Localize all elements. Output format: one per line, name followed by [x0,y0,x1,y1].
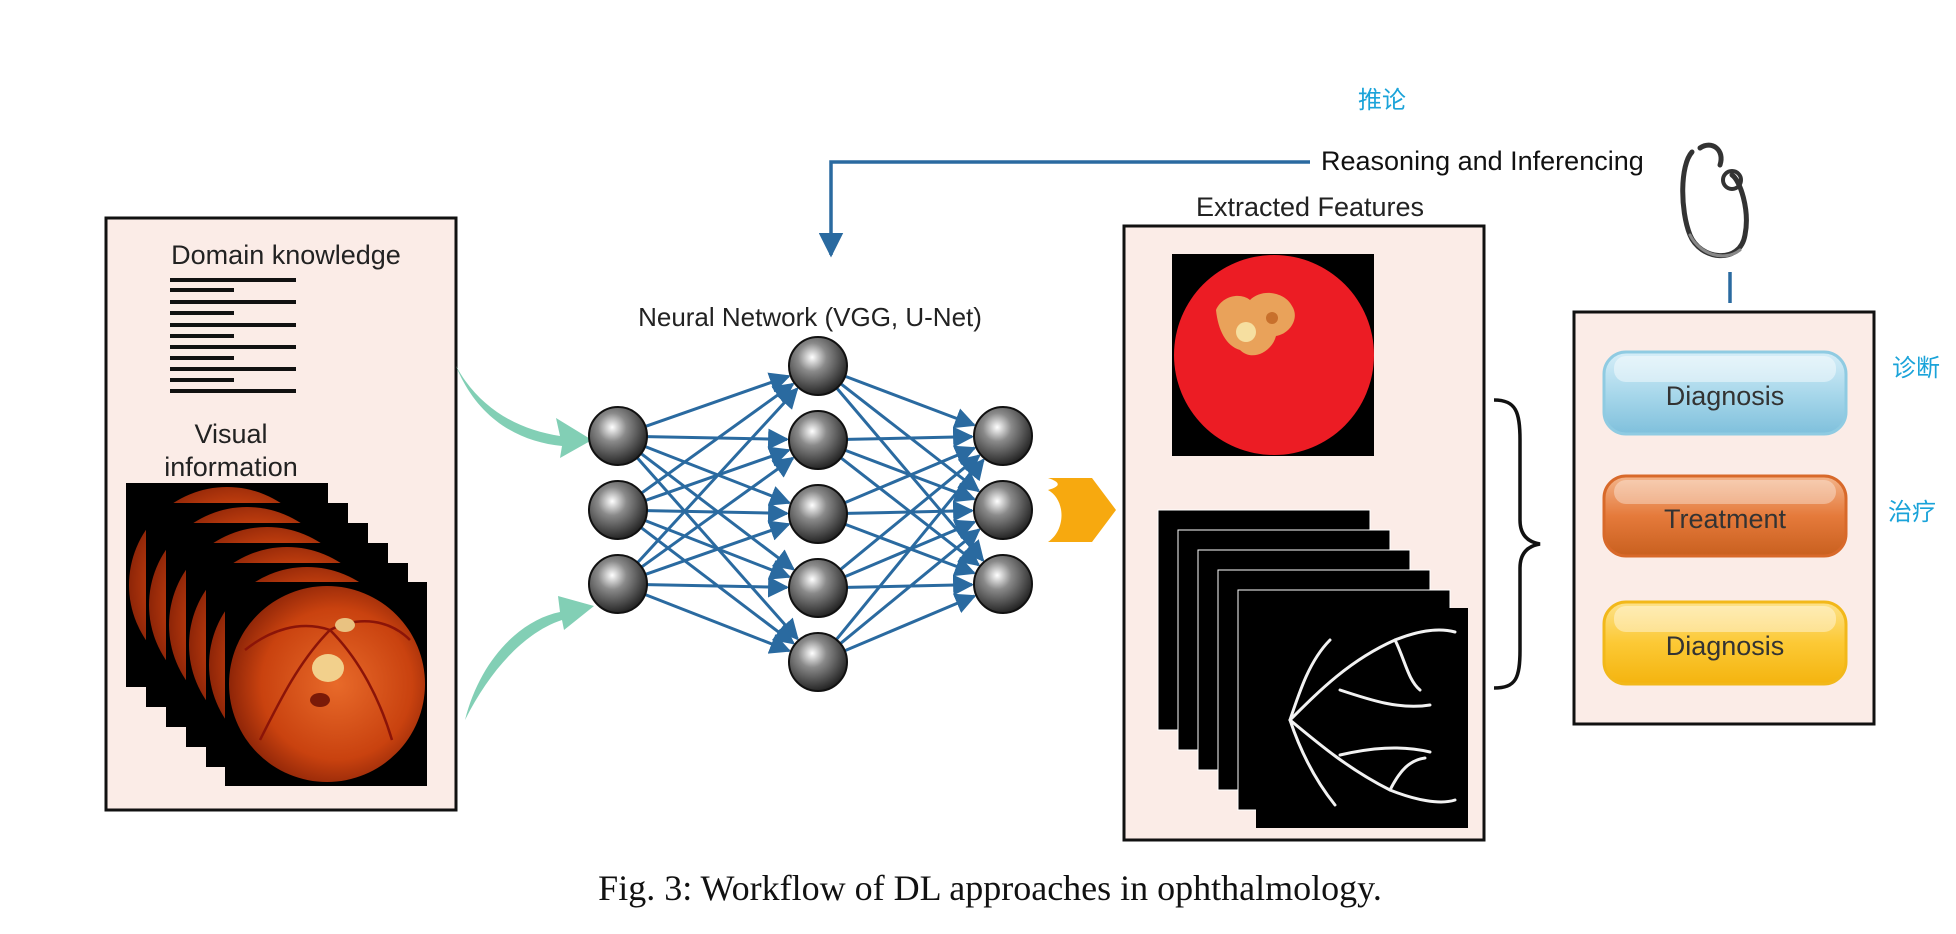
network-edge [644,520,791,576]
domain-knowledge-title: Domain knowledge [171,240,401,270]
fundus-image-stack [126,483,427,786]
outcome-diagnosis-button-2[interactable]: Diagnosis [1602,600,1848,686]
outcome-annotation-diagnosis-cn: 诊断 [1892,355,1940,382]
vessel-segmentation-stack [1157,509,1468,828]
network-node [973,554,1033,614]
network-edge [839,528,981,645]
network-edge [844,593,977,653]
outcome-diagnosis-button[interactable]: Diagnosis [1602,350,1848,436]
fundus-image-front [225,582,427,786]
network-edge [844,445,977,505]
network-edge [846,426,975,448]
network-nodes [588,336,1033,692]
network-edge [646,576,790,598]
outcome-treatment-button[interactable]: Treatment [1602,474,1848,558]
vessel-segmentation-image-front [1256,608,1468,828]
outcome-label: Treatment [1664,504,1787,534]
stethoscope-icon [1680,142,1749,259]
outcome-label: Diagnosis [1666,381,1785,411]
network-edge [644,372,791,428]
green-arrow-bottom [465,596,594,720]
network-node [973,406,1033,466]
feedback-label: Reasoning and Inferencing [1321,146,1644,176]
network-edge [640,382,795,495]
feedback-line [818,160,1310,258]
brace [1493,398,1541,690]
orange-arrow [1048,478,1116,542]
network-edge [644,593,792,654]
visual-information-label-line1: Visual [194,419,267,449]
network-edge [835,458,985,641]
network-edge [636,387,799,564]
figure-caption: Fig. 3: Workflow of DL approaches in oph… [598,868,1382,908]
network-node [788,336,848,396]
network-node [788,484,848,544]
document-lines-icon [170,278,296,393]
features-title: Extracted Features [1196,192,1424,222]
outcome-annotation-treatment-cn: 治疗 [1888,499,1936,526]
visual-information-label-line2: information [164,452,298,482]
lesion-segmentation-image [1172,254,1374,456]
network-edge [640,456,795,569]
network-node [788,410,848,470]
network-node [588,406,648,466]
network-edges [636,372,985,654]
feedback-annotation-cn: 推论 [1358,87,1406,114]
network-node [973,480,1033,540]
network-edge [844,374,976,429]
network-node [588,480,648,540]
network-title: Neural Network (VGG, U-Net) [638,302,982,332]
network-node [788,632,848,692]
network-edge [839,454,981,571]
outcome-label: Diagnosis [1666,631,1785,661]
green-arrow-top [456,366,592,458]
network-node [588,554,648,614]
network-node [788,558,848,618]
